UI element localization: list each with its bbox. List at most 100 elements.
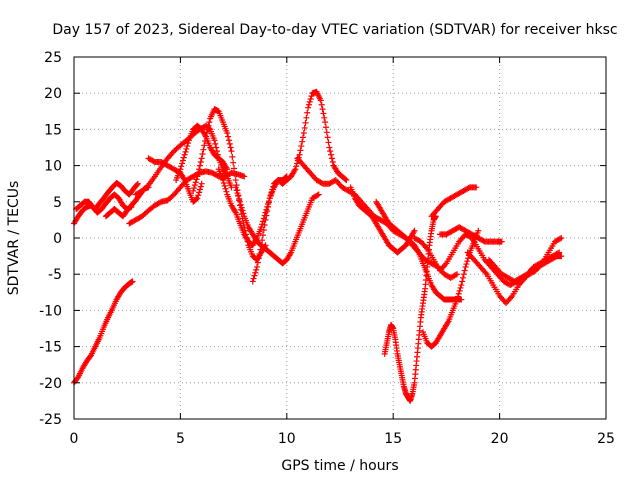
data-point [179,157,186,164]
data-point [223,188,230,195]
data-point [229,153,236,160]
data-point [303,114,310,121]
data-point [194,173,201,180]
data-point [325,139,332,146]
data-point [254,263,261,270]
data-point [459,278,466,285]
data-point [307,95,314,102]
data-point [498,238,505,245]
data-point [304,109,311,116]
data-point [293,163,300,170]
y-tick-label: -5 [48,267,62,283]
chart-title: Day 157 of 2023, Sidereal Day-to-day VTE… [52,22,617,38]
data-point [196,162,203,169]
y-tick-label: 20 [44,86,62,102]
data-point [315,191,322,198]
data-point [220,179,227,186]
data-point [317,97,324,104]
data-point [267,192,274,199]
data-point [195,169,202,176]
data-point [268,189,275,196]
data-point [237,201,244,208]
data-point [297,147,304,154]
data-point [252,269,259,276]
data-point [198,155,205,162]
series-arc-14 [347,184,418,256]
y-tick-label: 10 [44,159,62,175]
data-point [227,144,234,151]
data-point [305,101,312,108]
data-point [265,199,272,206]
data-point [202,133,209,140]
data-point [265,203,272,210]
data-point [460,271,467,278]
data-point [193,195,200,202]
data-point [262,216,269,223]
data-point [300,130,307,137]
data-point [196,189,203,196]
data-point [184,143,191,150]
data-point [475,227,482,234]
data-point [322,119,329,126]
data-point [185,140,192,147]
series-arc-12 [249,88,350,285]
data-point [228,148,235,155]
data-point [473,184,480,191]
data-point [239,207,246,214]
data-point [241,173,248,180]
data-point [191,182,198,189]
data-point [233,187,240,194]
data-point [219,177,226,184]
data-point [255,255,262,262]
data-point [464,258,471,265]
data-point [224,166,231,173]
data-point [263,212,270,219]
data-point [178,163,185,170]
x-tick-label: 20 [491,431,509,447]
data-point [259,232,266,239]
series-arc-17 [419,227,482,350]
data-point [133,181,140,188]
data-point [343,177,350,184]
data-point [292,166,299,173]
series-arc-19 [428,184,480,220]
data-point [261,221,268,228]
data-point [318,101,325,108]
data-point [238,204,245,211]
ticks: 0 5 10 15 20 25 -25 -20 -15 -10 -5 0 5 10 15 20 25 [39,50,615,447]
data-point [214,148,221,155]
data-point [192,179,199,186]
data-point [305,104,312,111]
data-point [329,158,336,165]
data-point [558,253,565,260]
data-point [299,138,306,145]
data-point [222,185,229,192]
data-point [296,151,303,158]
y-tick-label: 15 [44,122,62,138]
data-point [556,249,563,256]
y-tick-label: -15 [39,340,62,356]
data-point [342,176,349,183]
y-tick-label: 5 [53,195,62,211]
data-point [324,134,331,141]
data-point [232,184,239,191]
data-point [558,235,565,241]
data-point [328,155,335,162]
data-point [235,193,242,200]
data-point [299,134,306,141]
data-point [236,198,243,205]
data-point [195,192,202,199]
data-point [269,186,276,193]
data-point [319,106,326,113]
data-point [266,195,273,202]
x-axis-label: GPS time / hours [281,458,398,474]
data-point [249,278,256,285]
data-point [314,192,321,199]
data-point [458,282,465,289]
data-point [301,124,308,131]
data-point [225,133,232,140]
data-point [463,261,470,268]
y-tick-label: -25 [39,412,62,428]
